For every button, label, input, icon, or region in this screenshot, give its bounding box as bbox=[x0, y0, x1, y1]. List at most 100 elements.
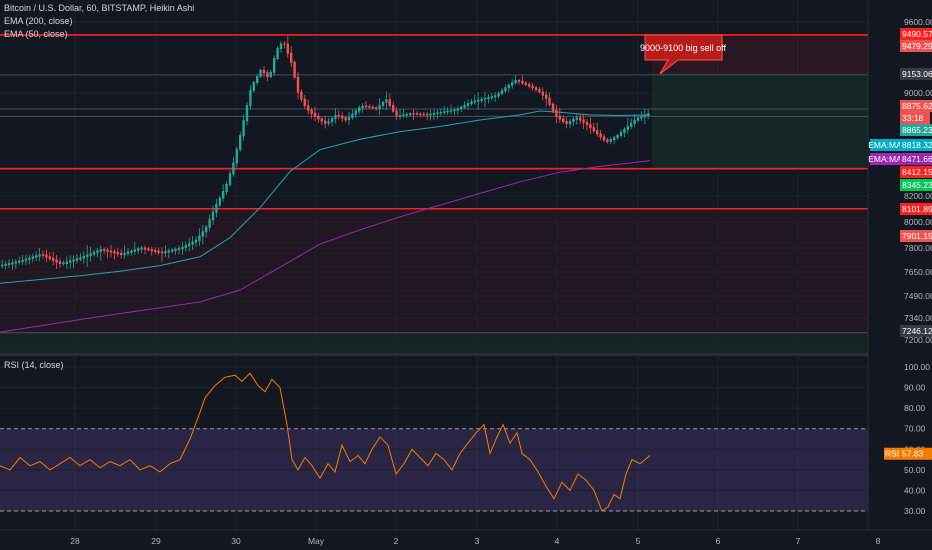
candle-body bbox=[228, 173, 232, 185]
candle-body bbox=[79, 257, 82, 260]
price-tag-11: 7901.15 bbox=[900, 230, 932, 242]
candle-body bbox=[351, 113, 354, 118]
price-tag-7: EMA:MA 8471.66 bbox=[868, 153, 932, 165]
candle-body bbox=[69, 260, 72, 263]
target-zone-green bbox=[652, 74, 868, 169]
candle-body bbox=[524, 82, 527, 86]
candle-body bbox=[490, 96, 493, 99]
candle-body bbox=[432, 113, 436, 115]
candle-body bbox=[606, 139, 609, 142]
time-tick-7: 5 bbox=[636, 536, 641, 546]
rsi-tag-value: 57.83 bbox=[902, 449, 924, 459]
candle-body bbox=[106, 249, 109, 252]
price-tag-bg bbox=[900, 203, 932, 215]
time-tick-3: May bbox=[308, 536, 325, 546]
candle-body bbox=[568, 120, 572, 125]
candle-body bbox=[205, 226, 208, 233]
candle-body bbox=[572, 118, 575, 122]
candle-body bbox=[307, 105, 310, 111]
price-tag-value: 8412.15 bbox=[902, 167, 932, 177]
time-tick-8: 6 bbox=[716, 536, 721, 546]
legend-rsi[interactable]: RSI (14, close) bbox=[4, 360, 64, 370]
candle-body bbox=[541, 91, 544, 96]
rsi-tick-0: 100.00 bbox=[904, 362, 930, 372]
candle-body bbox=[555, 109, 558, 117]
candle-body bbox=[327, 121, 330, 124]
price-tick-1: 9000.00 bbox=[904, 88, 932, 98]
legend-title[interactable]: Bitcoin / U.S. Dollar, 60, BITSTAMP, Hei… bbox=[4, 3, 195, 13]
candle-body bbox=[249, 89, 252, 107]
candle-body bbox=[181, 246, 184, 250]
candle-body bbox=[130, 250, 133, 253]
price-tick-6: 7490.00 bbox=[904, 291, 932, 301]
candle-body bbox=[171, 249, 174, 252]
price-tag-6: EMA:MA 8818.32 bbox=[868, 139, 932, 151]
candle-body bbox=[174, 248, 177, 251]
legend-ema200[interactable]: EMA (200, close) bbox=[4, 16, 73, 26]
price-tag-bg bbox=[900, 100, 932, 112]
candle-body bbox=[82, 255, 85, 259]
time-tick-6: 4 bbox=[555, 536, 560, 546]
candle-body bbox=[269, 71, 272, 78]
rsi-tick-6: 40.00 bbox=[904, 485, 926, 495]
price-tag-label-bg bbox=[870, 153, 900, 165]
price-tag-label-bg bbox=[870, 139, 900, 151]
candle-body bbox=[531, 85, 534, 89]
candle-body bbox=[62, 262, 65, 265]
price-axis-ticks[interactable]: 9600.00 9000.00 8200.00 8000.00 7800.00 7650.… bbox=[904, 17, 932, 345]
candle-body bbox=[276, 48, 279, 59]
candle-body bbox=[303, 98, 306, 107]
candle-body bbox=[75, 258, 79, 261]
candle-body bbox=[439, 111, 442, 114]
candle-body bbox=[18, 260, 21, 263]
rsi-tick-7: 30.00 bbox=[904, 506, 926, 516]
candle-body bbox=[154, 249, 157, 252]
candle-body bbox=[596, 130, 599, 135]
candle-body bbox=[545, 94, 548, 99]
candle-body bbox=[575, 117, 578, 120]
price-tag-3: 8875.62 bbox=[900, 100, 932, 112]
candle-body bbox=[300, 91, 303, 100]
candle-body bbox=[109, 250, 113, 253]
candle-body bbox=[140, 247, 143, 250]
price-tag-bg bbox=[900, 139, 932, 151]
price-tag-bg bbox=[900, 124, 932, 136]
callout[interactable]: 9000-9100 big sell off bbox=[640, 34, 726, 75]
candle-body bbox=[640, 116, 643, 119]
price-tag-value: 7246.12 bbox=[902, 326, 932, 336]
legend-ema50[interactable]: EMA (50, close) bbox=[4, 29, 68, 39]
price-tag-value: 8101.89 bbox=[902, 204, 932, 214]
price-tag-0: 9490.57 bbox=[900, 28, 932, 40]
zone-bands bbox=[0, 34, 868, 353]
candle-body bbox=[232, 162, 235, 175]
candle-body bbox=[364, 105, 368, 108]
candle-body bbox=[290, 52, 293, 63]
candle-body bbox=[388, 99, 391, 106]
candle-body bbox=[504, 87, 507, 92]
candle-body bbox=[585, 121, 589, 126]
candle-body bbox=[242, 120, 245, 137]
candle-body bbox=[375, 107, 378, 109]
candle-body bbox=[86, 254, 89, 258]
time-axis-ticks[interactable]: 28 29 30 May 2 3 4 5 6 7 8 bbox=[70, 536, 880, 546]
price-tick-0: 9600.00 bbox=[904, 17, 932, 27]
candle-body bbox=[35, 255, 38, 258]
candle-body bbox=[466, 103, 470, 106]
candle-body bbox=[14, 261, 17, 264]
callout-text: 9000-9100 big sell off bbox=[640, 43, 726, 53]
price-tag-bg bbox=[900, 153, 932, 165]
candle-body bbox=[609, 139, 612, 142]
pane-separator[interactable] bbox=[0, 353, 932, 356]
candle-body bbox=[160, 251, 164, 254]
candle-body bbox=[470, 101, 473, 105]
candle-body bbox=[449, 110, 453, 112]
time-tick-5: 3 bbox=[475, 536, 480, 546]
candle-body bbox=[381, 101, 385, 106]
time-tick-1: 29 bbox=[151, 536, 161, 546]
rsi-line bbox=[0, 372, 651, 512]
candle-body bbox=[409, 113, 412, 115]
candle-body bbox=[426, 114, 429, 116]
candle-body bbox=[647, 113, 650, 116]
